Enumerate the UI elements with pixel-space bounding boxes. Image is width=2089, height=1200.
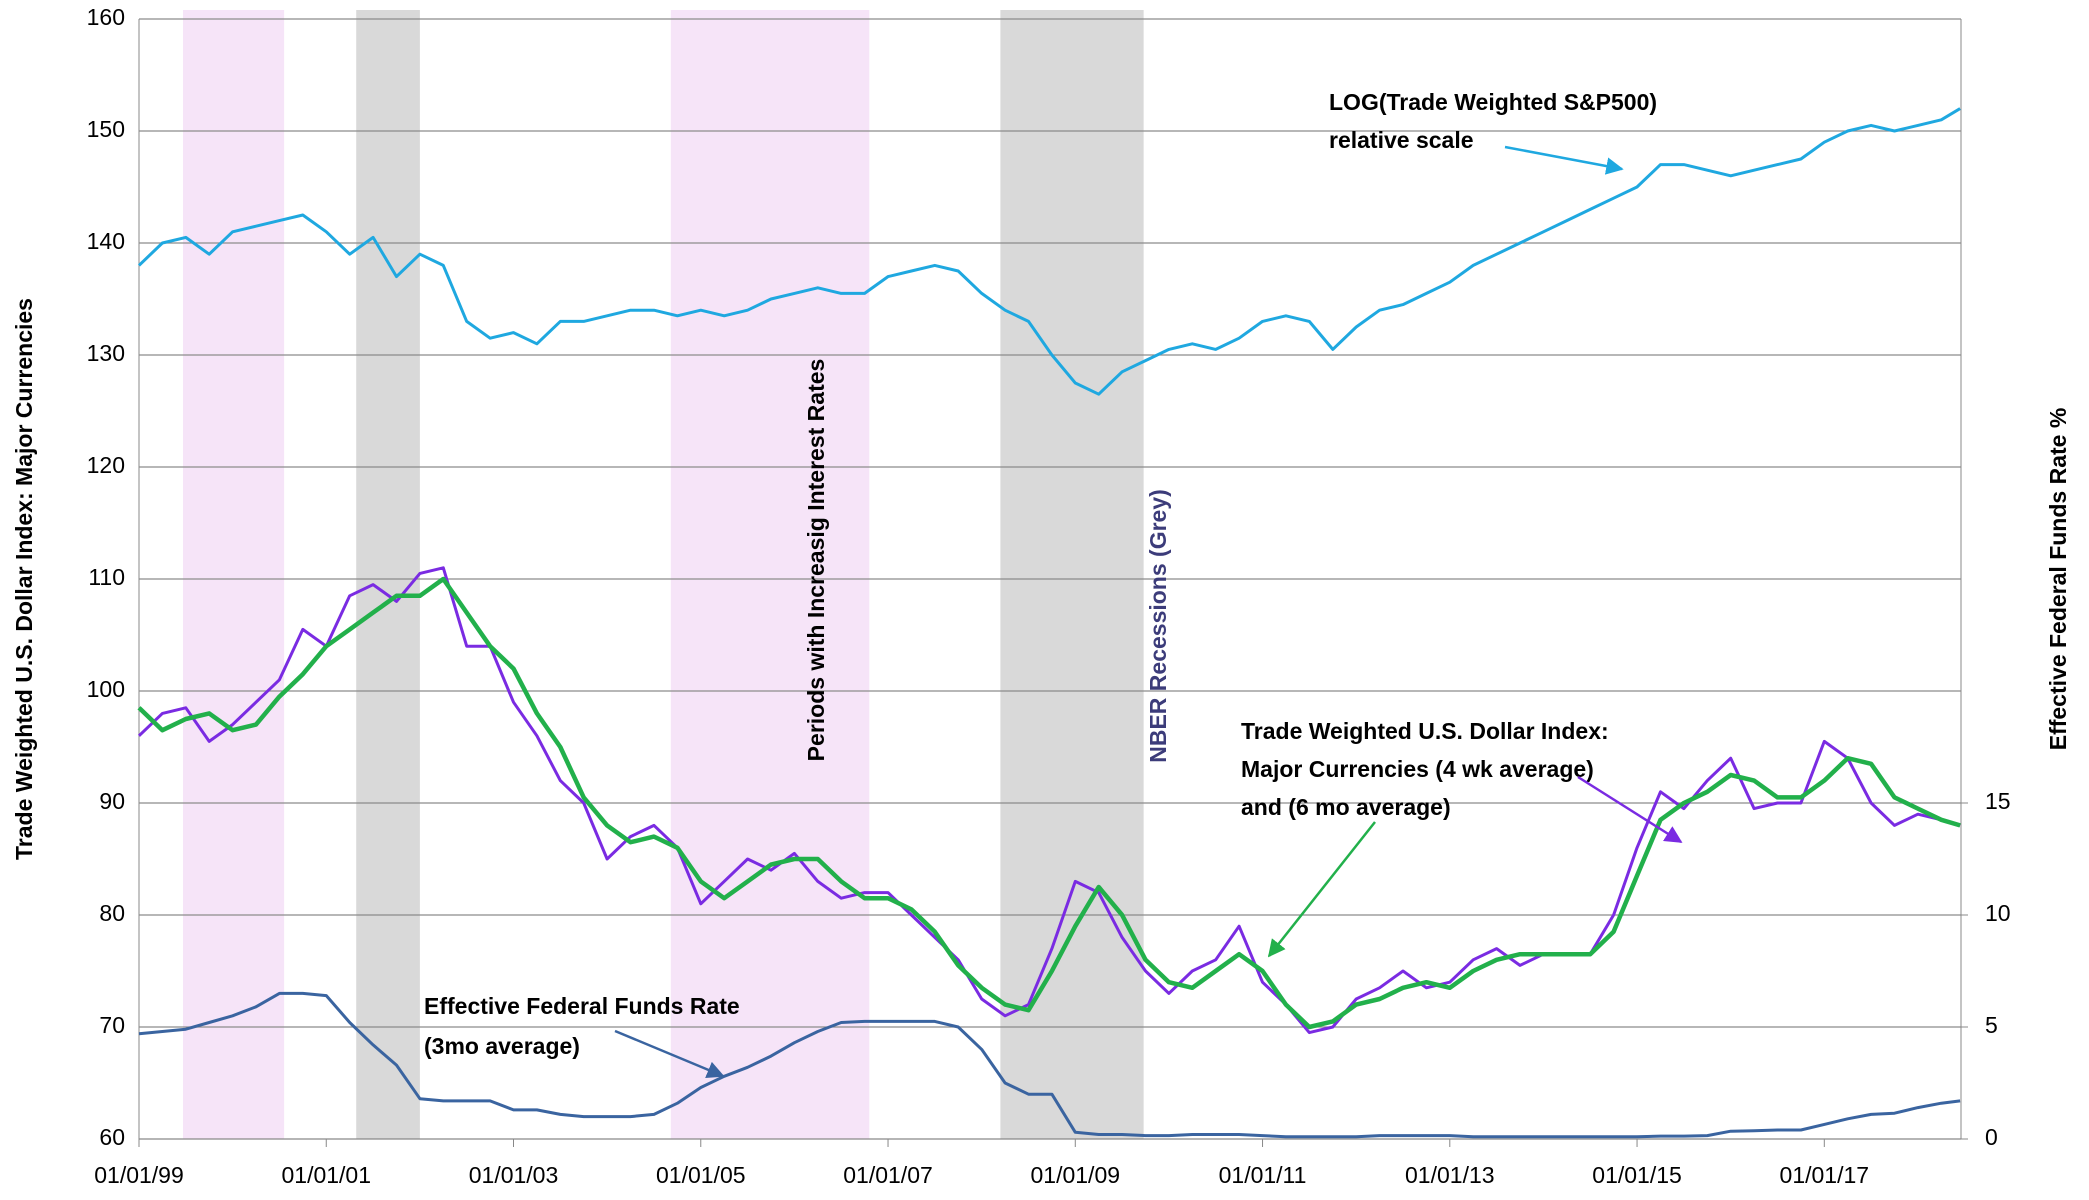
x-tick-label: 01/01/09 xyxy=(1031,1162,1121,1188)
y-tick-label: 130 xyxy=(87,340,125,366)
y2-tick-label: 10 xyxy=(1985,900,2011,926)
x-tick-label: 01/01/07 xyxy=(843,1162,933,1188)
x-tick-label: 01/01/05 xyxy=(656,1162,746,1188)
shaded-period xyxy=(1000,10,1144,1139)
annotation-arrow xyxy=(1267,821,1376,958)
shaded-period xyxy=(183,10,285,1139)
y2-tick-label: 15 xyxy=(1985,788,2011,814)
annotation: NBER Recessions (Grey) xyxy=(1145,489,1171,763)
annotation: and (6 mo average) xyxy=(1241,794,1451,820)
annotation-arrow xyxy=(614,1029,725,1079)
y-axis-label: Trade Weighted U.S. Dollar Index: Major … xyxy=(11,298,37,860)
x-tick-label: 01/01/01 xyxy=(281,1162,371,1188)
series-line xyxy=(137,107,1961,396)
annotation: Effective Federal Funds Rate xyxy=(424,993,740,1019)
y-tick-label: 100 xyxy=(87,676,125,702)
y-tick-label: 120 xyxy=(87,452,125,478)
y-tick-label: 70 xyxy=(99,1012,125,1038)
annotation: Trade Weighted U.S. Dollar Index: xyxy=(1241,718,1609,744)
x-tick-label: 01/01/99 xyxy=(94,1162,184,1188)
annotation-arrow xyxy=(1577,775,1683,844)
series-line xyxy=(138,991,1961,1139)
x-tick-label: 01/01/03 xyxy=(469,1162,559,1188)
y-tick-label: 160 xyxy=(87,4,125,30)
annotation: LOG(Trade Weighted S&P500) xyxy=(1329,89,1657,115)
shaded-period xyxy=(670,10,870,1139)
y-tick-label: 150 xyxy=(87,116,125,142)
annotation: relative scale xyxy=(1329,127,1474,153)
x-tick-label: 01/01/17 xyxy=(1780,1162,1870,1188)
x-tick-label: 01/01/13 xyxy=(1405,1162,1495,1188)
y-tick-label: 140 xyxy=(87,228,125,254)
x-tick-label: 01/01/15 xyxy=(1592,1162,1682,1188)
annotation: Major Currencies (4 wk average) xyxy=(1241,756,1594,782)
shaded-period xyxy=(356,10,420,1139)
series-line xyxy=(137,566,1961,1035)
annotation: (3mo average) xyxy=(424,1033,580,1059)
x-tick-label: 01/01/11 xyxy=(1219,1162,1307,1188)
annotation-arrow xyxy=(1504,145,1624,175)
y-tick-label: 60 xyxy=(99,1124,125,1150)
y-tick-label: 90 xyxy=(99,788,125,814)
y2-tick-label: 5 xyxy=(1985,1012,1998,1038)
series-line xyxy=(137,576,1961,1030)
y2-tick-label: 0 xyxy=(1985,1124,1998,1150)
annotation: Periods with Increasig Interest Rates xyxy=(803,359,829,762)
y-tick-label: 110 xyxy=(88,564,125,590)
y-tick-label: 80 xyxy=(99,900,125,926)
y2-axis-label: Effective Federal Funds Rate % xyxy=(2045,408,2071,751)
